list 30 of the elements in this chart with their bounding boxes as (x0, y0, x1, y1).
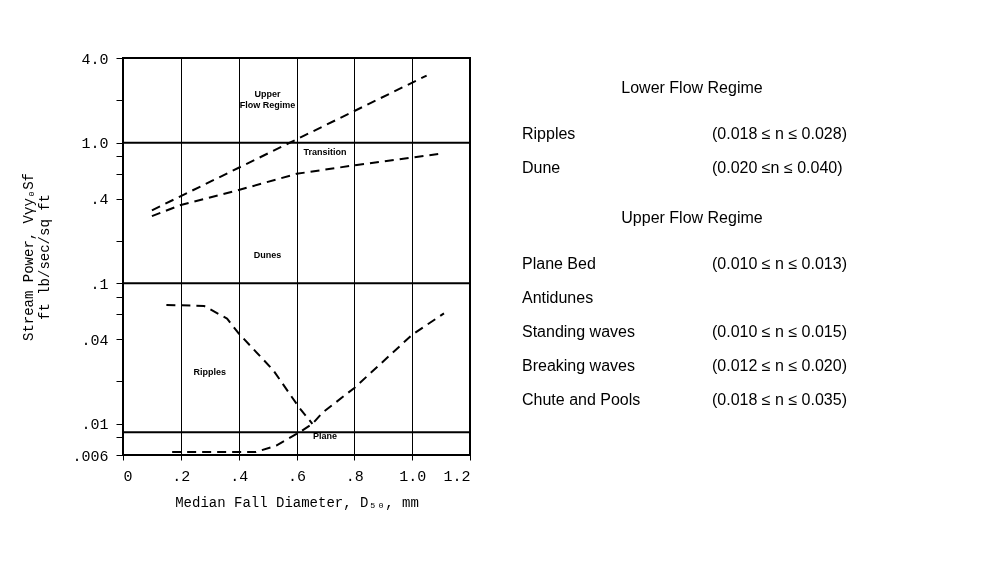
text: Breaking waves (0.012 ≤ n ≤ 0.020) (522, 357, 847, 374)
text: Chute and Pools (0.018 ≤ n ≤ 0.035) (522, 391, 847, 408)
text: Upper Flow Regime (621, 209, 763, 226)
x-tick-label: 0 (123, 468, 133, 486)
annotation: Plane (312, 431, 338, 441)
text: Dune (0.020 ≤n ≤ 0.040) (522, 159, 843, 176)
y-tick-label: 1.0 (81, 136, 109, 154)
text: Ripples (0.018 ≤ n ≤ 0.028) (522, 125, 847, 142)
x-tick-label: .8 (345, 468, 364, 486)
y-tick-label: .01 (81, 417, 109, 435)
x-tick-label: 1.2 (443, 468, 471, 486)
y-tick-label: .1 (90, 276, 109, 294)
x-tick-label: 1.0 (399, 468, 427, 486)
y-tick-label: .04 (81, 332, 109, 350)
annotation: Upper Flow Regime (239, 89, 296, 110)
x-tick-label: .4 (230, 468, 249, 486)
y-tick-label: 4.0 (81, 51, 109, 69)
text: Antidunes (522, 289, 594, 306)
text: Plane Bed (0.010 ≤ n ≤ 0.013) (522, 255, 847, 272)
x-tick-label: .2 (172, 468, 191, 486)
text: Standing waves (0.010 ≤ n ≤ 0.015) (522, 323, 847, 340)
x-axis-title: Median Fall Diameter, D₅₀, mm (175, 494, 419, 511)
y-tick-label: .006 (72, 448, 109, 466)
y-axis-title: Stream Power, Vγy₀Sf ft lb/sec/sq ft (21, 172, 54, 342)
y-tick-label: .4 (90, 192, 109, 210)
x-tick-label: .6 (287, 468, 307, 486)
annotation: Dunes (253, 250, 282, 260)
annotation: Transition (303, 147, 347, 157)
text: Lower Flow Regime (621, 79, 763, 96)
annotation: Ripples (193, 367, 227, 377)
